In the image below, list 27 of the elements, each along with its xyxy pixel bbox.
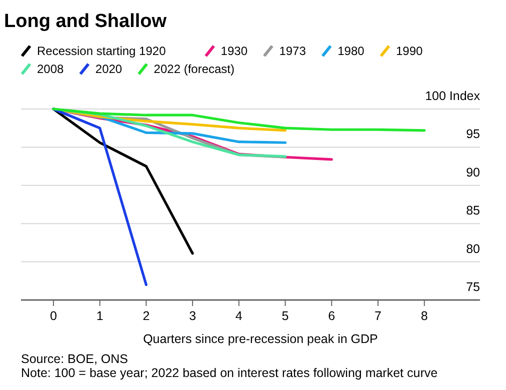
legend-label: 1930 xyxy=(220,44,248,58)
x-tick-label: 3 xyxy=(189,309,196,323)
legend-label: 2022 (forecast) xyxy=(154,62,235,76)
x-tick-label: 0 xyxy=(50,309,57,323)
y-tick-label: 95 xyxy=(466,127,480,142)
text: Note: 100 = base year; 2022 based on interest rates following market curve xyxy=(21,366,438,380)
x-tick-label: 5 xyxy=(282,309,289,323)
x-tick-label: 7 xyxy=(374,309,382,323)
x-tick-label: 1 xyxy=(96,309,104,323)
legend-label: 1990 xyxy=(396,44,424,58)
x-tick-label: 2 xyxy=(142,309,150,323)
x-axis-title: Quarters since pre-recession peak in GDP xyxy=(143,332,378,346)
source-note: Source: BOE, ONS xyxy=(21,352,128,366)
x-tick-label: 6 xyxy=(328,309,336,323)
legend-label: 2008 xyxy=(37,62,64,76)
chart-title: Long and Shallow xyxy=(4,11,167,32)
y-tick-label: 85 xyxy=(466,204,480,218)
legend-label: 1980 xyxy=(338,44,365,58)
y-tick-label: 75 xyxy=(466,280,480,294)
legend-label: 1973 xyxy=(279,44,306,58)
legend-label: Recession starting 1920 xyxy=(37,44,166,58)
legend-label: 2020 xyxy=(95,62,122,76)
y-tick-label: 100 Index xyxy=(425,89,481,103)
y-tick-label: 80 xyxy=(466,242,480,256)
y-tick-label: 90 xyxy=(466,165,480,180)
x-tick-label: 4 xyxy=(235,309,242,323)
x-tick-label: 8 xyxy=(420,309,428,323)
